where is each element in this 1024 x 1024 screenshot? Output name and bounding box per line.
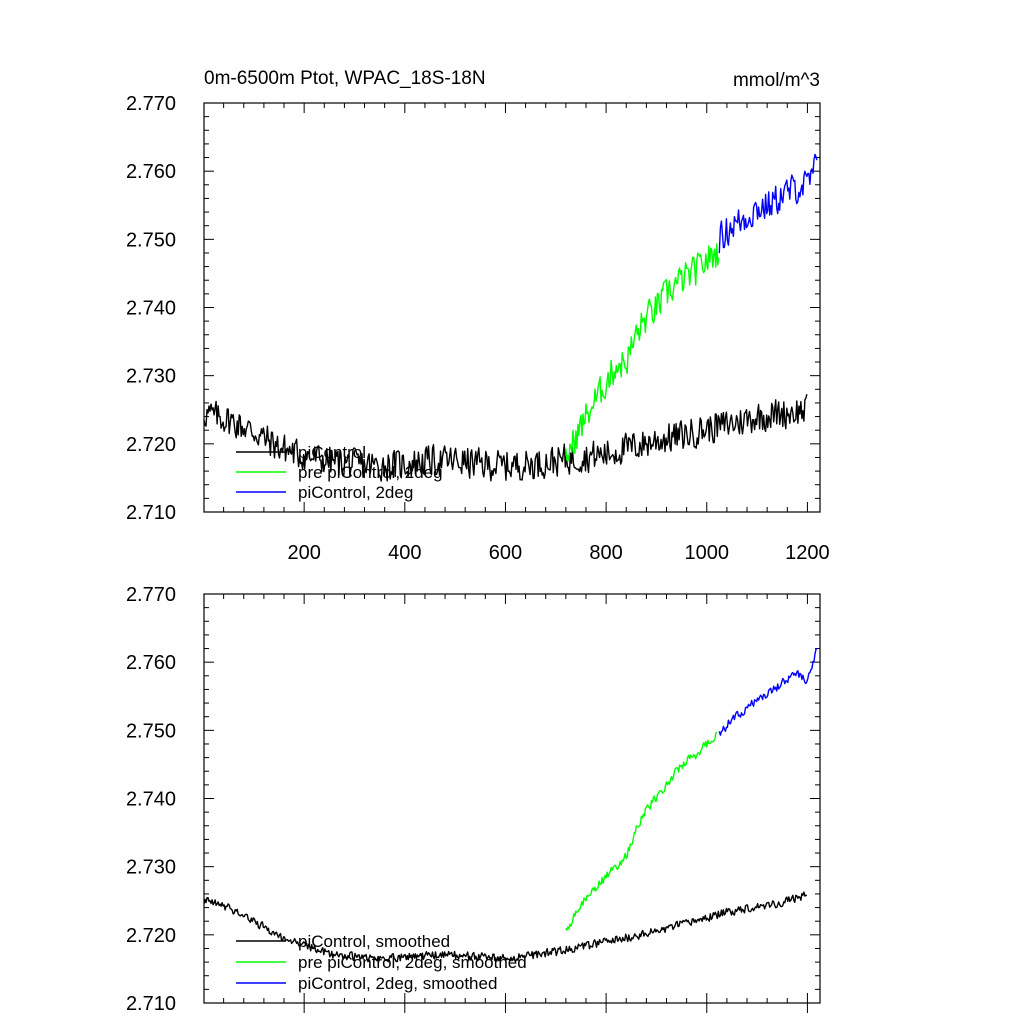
y-tick-label: 2.720	[126, 925, 176, 947]
y-tick-label: 2.750	[126, 720, 176, 742]
top-panel: 2.710 2.720 2.730 2.740 2.750 2.760 2.770 200 40…	[126, 93, 830, 564]
y-tick-label: 2.710	[126, 502, 176, 524]
series-line-1	[565, 243, 720, 462]
y-tick-label: 2.770	[126, 93, 176, 115]
x-tick-label: 1000	[685, 542, 730, 564]
legend-label: pre piControl, 2deg, smoothed	[298, 953, 527, 972]
y-tick-label: 2.730	[126, 366, 176, 388]
legend-label: piControl, 2deg	[298, 483, 413, 502]
series-line-0	[203, 394, 808, 482]
y-tick-label: 2.710	[126, 993, 176, 1015]
x-tick-label: 200	[287, 542, 320, 564]
series-line-2	[718, 153, 818, 254]
x-tick-label: 400	[388, 542, 421, 564]
title-left: 0m-6500m Ptot, WPAC_18S-18N	[204, 68, 486, 89]
y-tick-label: 2.750	[126, 229, 176, 251]
y-tick-label: 2.720	[126, 434, 176, 456]
legend-label: piControl, 2deg, smoothed	[298, 974, 497, 993]
series-line-1	[565, 731, 718, 931]
x-tick-label: 1200	[785, 542, 830, 564]
y-tick-label: 2.730	[126, 857, 176, 879]
bottom-panel: 2.710 2.720 2.730 2.740 2.750 2.760 2.770 piCon…	[126, 584, 821, 1015]
y-tick-label: 2.760	[126, 652, 176, 674]
x-tick-label: 600	[489, 542, 522, 564]
y-tick-label: 2.760	[126, 161, 176, 183]
y-tick-label: 2.740	[126, 789, 176, 811]
legend-label: piControl, smoothed	[298, 932, 450, 951]
x-tick-label: 800	[589, 542, 622, 564]
y-tick-label: 2.770	[126, 584, 176, 606]
y-tick-label: 2.740	[126, 298, 176, 320]
plot-frame	[203, 102, 821, 513]
title-right-units: mmol/m^3	[733, 70, 820, 91]
legend-label: pre piControl, 2deg	[298, 463, 443, 482]
series-line-0	[203, 891, 808, 963]
legend-label: piControl	[298, 443, 366, 462]
series-line-2	[718, 647, 818, 736]
